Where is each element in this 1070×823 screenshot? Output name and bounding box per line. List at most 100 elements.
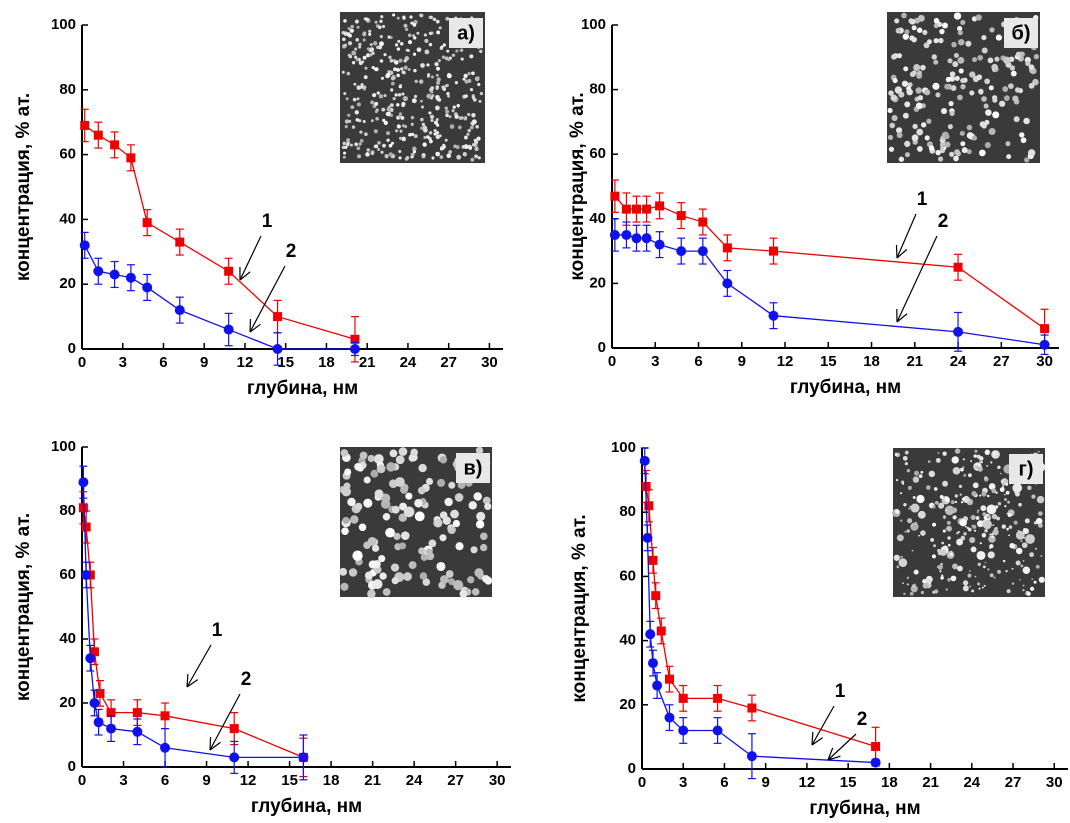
inset-dot bbox=[988, 127, 996, 135]
inset-dot bbox=[943, 516, 946, 520]
inset-dot bbox=[902, 582, 904, 585]
inset-dot bbox=[1027, 485, 1032, 491]
inset-dot bbox=[938, 37, 944, 44]
inset-dot bbox=[981, 96, 987, 102]
inset-dot bbox=[973, 454, 977, 458]
inset-dot bbox=[347, 497, 356, 507]
marker bbox=[654, 239, 665, 250]
inset-dot bbox=[358, 119, 362, 123]
inset-dot bbox=[352, 550, 363, 561]
x-axis-label: глубина, нм bbox=[790, 377, 901, 398]
y-tick-label: 100 bbox=[581, 16, 606, 33]
marker bbox=[639, 455, 650, 466]
inset-dot bbox=[954, 494, 958, 498]
inset-dot bbox=[403, 572, 412, 581]
panel-label: г) bbox=[1019, 458, 1034, 480]
inset-dot bbox=[448, 150, 453, 154]
inset-dot bbox=[435, 118, 439, 122]
inset-dot bbox=[389, 113, 393, 117]
inset-dot bbox=[978, 587, 981, 590]
x-axis-label: глубина, нм bbox=[809, 798, 920, 819]
inset-dot bbox=[402, 95, 408, 102]
inset-dot bbox=[888, 146, 895, 152]
marker bbox=[648, 555, 658, 565]
inset-dot bbox=[436, 561, 446, 572]
inset-dot bbox=[1028, 82, 1035, 89]
inset-dot bbox=[966, 149, 972, 155]
x-tick-label: 0 bbox=[78, 772, 86, 789]
inset-dot bbox=[417, 486, 426, 495]
x-tick-label: 6 bbox=[720, 774, 728, 791]
marker bbox=[610, 191, 620, 201]
inset-dot bbox=[1033, 580, 1037, 584]
inset-dot bbox=[978, 456, 984, 461]
marker bbox=[1040, 324, 1050, 334]
inset-dot bbox=[419, 99, 423, 103]
inset-dot bbox=[1018, 502, 1022, 507]
y-tick-label: 100 bbox=[51, 16, 76, 33]
inset-dot bbox=[904, 29, 910, 35]
inset-dot bbox=[1013, 520, 1018, 525]
inset-dot bbox=[987, 57, 994, 64]
inset-dot bbox=[901, 80, 909, 87]
inset-dot bbox=[403, 65, 408, 70]
inset-dot bbox=[347, 33, 352, 38]
inset-dot bbox=[444, 56, 449, 61]
inset-dot bbox=[959, 519, 967, 527]
inset-dot bbox=[352, 97, 357, 102]
inset-dot bbox=[903, 592, 906, 595]
inset-dot bbox=[969, 90, 975, 96]
inset-dot bbox=[952, 515, 957, 520]
inset-dot bbox=[999, 472, 1002, 475]
inset-dot bbox=[435, 73, 439, 77]
inset-dot bbox=[354, 19, 360, 24]
inset-dot bbox=[891, 53, 897, 60]
inset-dot bbox=[357, 154, 362, 159]
y-tick-label: 80 bbox=[59, 502, 76, 519]
inset-dot bbox=[937, 452, 940, 454]
series-line bbox=[645, 486, 876, 748]
marker bbox=[132, 708, 142, 718]
inset-dot bbox=[946, 525, 952, 532]
inset-dot bbox=[340, 582, 349, 591]
inset-dot bbox=[355, 38, 359, 42]
inset-dot bbox=[382, 143, 386, 148]
y-tick-label: 60 bbox=[589, 145, 606, 162]
marker bbox=[655, 201, 665, 211]
inset-dot bbox=[445, 113, 449, 118]
inset-dot bbox=[466, 132, 470, 136]
inset-dot bbox=[945, 588, 948, 591]
inset-dot bbox=[931, 54, 937, 60]
inset-dot bbox=[990, 535, 994, 539]
arrow-head bbox=[827, 755, 841, 761]
arrow-head bbox=[249, 323, 261, 333]
inset-dot bbox=[1031, 578, 1034, 580]
inset-dot bbox=[441, 85, 446, 90]
inset-dot bbox=[444, 106, 448, 110]
x-tick-label: 21 bbox=[359, 354, 376, 371]
inset-dot bbox=[359, 139, 364, 143]
inset-dot bbox=[400, 67, 404, 71]
inset-dot bbox=[398, 156, 402, 160]
marker bbox=[174, 305, 185, 316]
x-tick-label: 18 bbox=[318, 354, 335, 371]
inset-dot bbox=[373, 129, 378, 134]
annotation-arrow bbox=[811, 705, 835, 746]
inset-dot bbox=[413, 68, 417, 73]
inset-dot bbox=[961, 497, 966, 501]
inset-dot bbox=[457, 481, 466, 489]
inset-dot bbox=[944, 505, 955, 516]
x-tick-label: 12 bbox=[237, 354, 254, 371]
panel-label: в) bbox=[464, 457, 483, 479]
inset-dot bbox=[484, 502, 492, 511]
inset-dot bbox=[1031, 494, 1036, 499]
inset-dot bbox=[422, 142, 427, 147]
inset-dot bbox=[990, 461, 993, 464]
inset-dot bbox=[423, 33, 428, 37]
inset-dot bbox=[960, 501, 964, 504]
inset-dot bbox=[1003, 493, 1006, 496]
inset-dot bbox=[476, 511, 486, 521]
inset-dot bbox=[371, 51, 375, 55]
inset-dot bbox=[356, 97, 360, 101]
inset-dot bbox=[435, 19, 440, 24]
